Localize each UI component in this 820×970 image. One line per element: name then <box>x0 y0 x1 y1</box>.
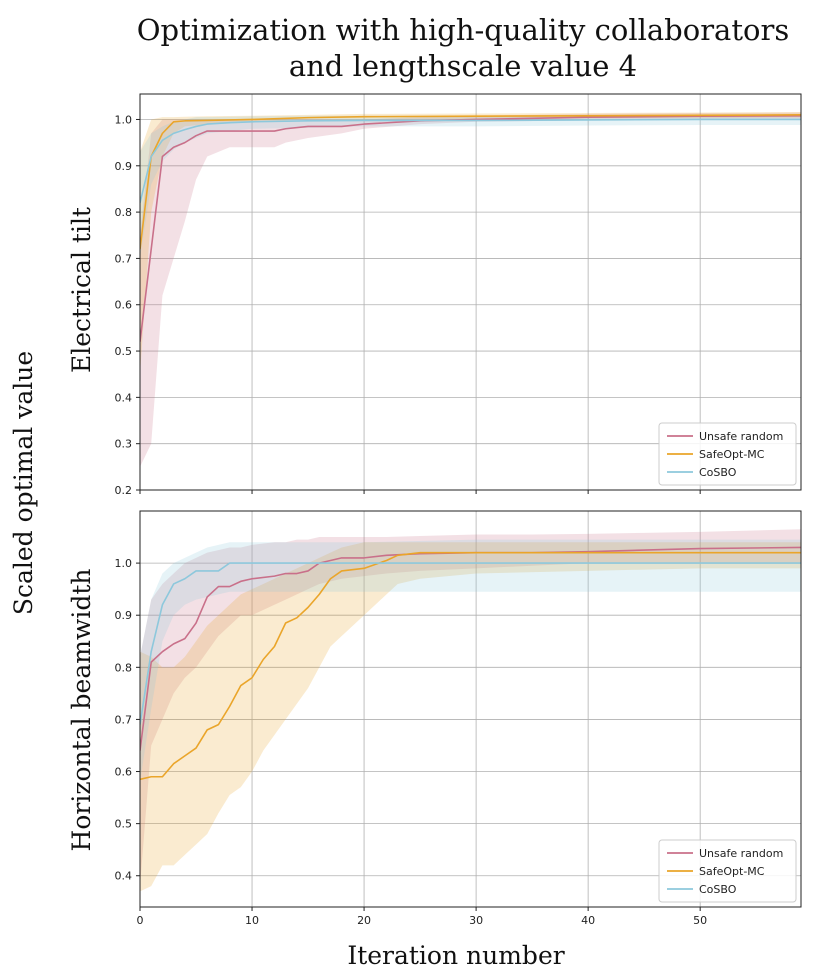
figure-title-line2: and lengthscale value 4 <box>289 49 637 83</box>
electrical-tilt-legend-label-cosbo: CoSBO <box>699 466 737 479</box>
horizontal-beamwidth-xtick-label-2: 20 <box>357 914 371 927</box>
electrical-tilt-ytick-label-7: 0.9 <box>115 160 133 173</box>
figure-xlabel: Iteration number <box>347 941 564 970</box>
horizontal-beamwidth-legend-label-safeopt-mc: SafeOpt-MC <box>699 865 765 878</box>
electrical-tilt-ytick-label-0: 0.2 <box>115 484 133 497</box>
electrical-tilt-ytick-label-3: 0.5 <box>115 345 133 358</box>
electrical-tilt-legend-label-unsafe-random: Unsafe random <box>699 430 783 443</box>
electrical-tilt-ytick-label-1: 0.3 <box>115 438 133 451</box>
electrical-tilt-ylabel: Electrical tilt <box>67 207 96 373</box>
electrical-tilt-legend-box <box>658 422 797 486</box>
electrical-tilt-ytick-label-6: 0.8 <box>115 206 133 219</box>
horizontal-beamwidth-ytick-label-5: 0.9 <box>115 609 133 622</box>
electrical-tilt-ytick-label-8: 1.0 <box>115 113 133 126</box>
horizontal-beamwidth-legend-box <box>658 839 797 903</box>
electrical-tilt-band-unsafe-random <box>140 112 801 467</box>
horizontal-beamwidth-xtick-label-3: 30 <box>469 914 483 927</box>
electrical-tilt-band-safeopt-mc <box>140 112 801 375</box>
horizontal-beamwidth-ylabel: Horizontal beamwidth <box>67 569 96 852</box>
electrical-tilt-frame <box>139 93 802 491</box>
figure-title-line1: Optimization with high-quality collabora… <box>137 13 789 47</box>
horizontal-beamwidth-ytick-label-1: 0.5 <box>115 818 133 831</box>
electrical-tilt-band-cosbo <box>140 114 801 259</box>
horizontal-beamwidth-plot-area <box>140 529 801 892</box>
horizontal-beamwidth-frame <box>139 510 802 908</box>
horizontal-beamwidth-legend: Unsafe random SafeOpt-MC CoSBO <box>658 839 797 903</box>
horizontal-beamwidth-xtick-label-4: 40 <box>581 914 595 927</box>
electrical-tilt-ytick-label-5: 0.7 <box>115 252 133 265</box>
figure-ylabel: Scaled optimal value <box>9 351 38 615</box>
horizontal-beamwidth-ytick-label-6: 1.0 <box>115 557 133 570</box>
horizontal-beamwidth-xtick-label-5: 50 <box>693 914 707 927</box>
horizontal-beamwidth-ytick-label-4: 0.8 <box>115 661 133 674</box>
electrical-tilt-panel: Electrical tilt 0.2 0.3 0.4 0.5 0.6 0.7 0.8 0.9… <box>67 93 802 497</box>
horizontal-beamwidth-band-safeopt-mc <box>140 542 801 892</box>
electrical-tilt-line-cosbo <box>140 118 801 204</box>
electrical-tilt-ytick-label-2: 0.4 <box>115 391 133 404</box>
electrical-tilt-line-safeopt-mc <box>140 114 801 250</box>
horizontal-beamwidth-xtick-label-1: 10 <box>245 914 259 927</box>
horizontal-beamwidth-legend-label-unsafe-random: Unsafe random <box>699 847 783 860</box>
horizontal-beamwidth-band-unsafe-random <box>140 529 801 887</box>
electrical-tilt-line-unsafe-random <box>140 114 801 342</box>
horizontal-beamwidth-ytick-label-0: 0.4 <box>115 870 133 883</box>
horizontal-beamwidth-xtick-label-0: 0 <box>137 914 144 927</box>
horizontal-beamwidth-panel: Horizontal beamwidth 0 10 20 30 40 50 0.4 0.5 0.… <box>67 510 802 927</box>
horizontal-beamwidth-line-cosbo <box>140 562 801 725</box>
electrical-tilt-legend: Unsafe random SafeOpt-MC CoSBO <box>658 422 797 486</box>
electrical-tilt-plot-area <box>140 112 801 467</box>
electrical-tilt-legend-label-safeopt-mc: SafeOpt-MC <box>699 448 765 461</box>
horizontal-beamwidth-line-safeopt-mc <box>140 551 801 781</box>
horizontal-beamwidth-legend-label-cosbo: CoSBO <box>699 883 737 896</box>
horizontal-beamwidth-ytick-label-3: 0.7 <box>115 713 133 726</box>
electrical-tilt-ytick-label-4: 0.6 <box>115 299 133 312</box>
horizontal-beamwidth-ytick-label-2: 0.6 <box>115 766 133 779</box>
